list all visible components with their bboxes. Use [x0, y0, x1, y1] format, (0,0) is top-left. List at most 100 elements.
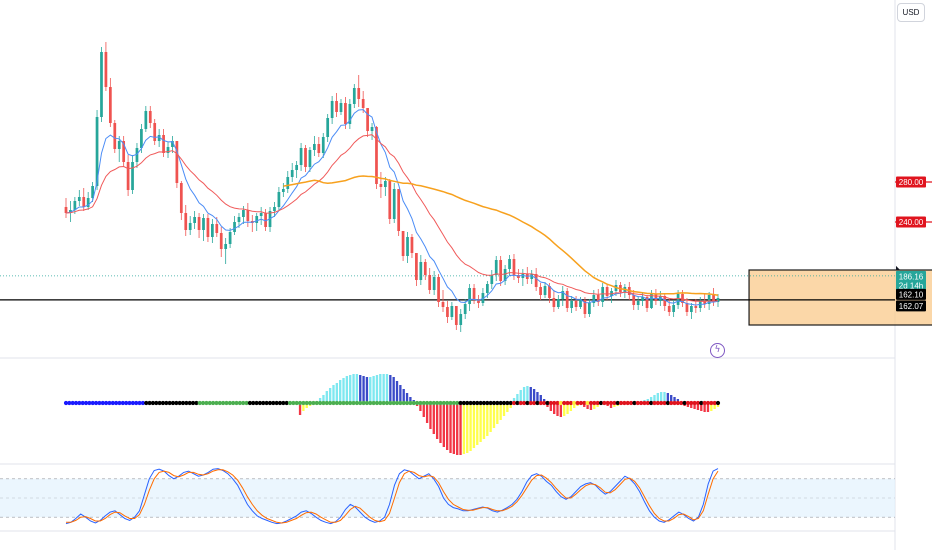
- momentum-bar: [556, 403, 559, 416]
- candle: [344, 103, 347, 124]
- squeeze-dot: [692, 400, 697, 406]
- squeeze-dot: [211, 400, 216, 406]
- momentum-bar: [365, 377, 369, 403]
- candle: [485, 284, 489, 293]
- candle: [703, 301, 707, 304]
- candle: [588, 303, 591, 314]
- squeeze-dot: [361, 400, 366, 406]
- squeeze-dot: [130, 400, 135, 406]
- squeeze-dot: [521, 400, 527, 406]
- candle: [685, 303, 689, 312]
- squeeze-dot: [83, 400, 89, 406]
- candle: [406, 237, 409, 256]
- candle: [255, 216, 259, 223]
- squeeze-dot: [411, 400, 416, 406]
- squeeze-dot: [605, 400, 610, 406]
- momentum-bar: [589, 403, 593, 410]
- candle: [188, 223, 192, 230]
- squeeze-dot: [592, 400, 597, 406]
- momentum-bar: [663, 392, 666, 403]
- squeeze-dot: [501, 400, 507, 406]
- squeeze-dot: [147, 400, 152, 406]
- squeeze-dot: [107, 400, 112, 406]
- candle: [295, 165, 299, 170]
- candle: [171, 141, 174, 147]
- candle: [667, 306, 671, 312]
- candle: [357, 88, 361, 99]
- squeeze-dot: [67, 400, 72, 406]
- price-label-bg: [896, 270, 926, 291]
- squeeze-dot: [140, 400, 146, 406]
- squeeze-dot: [190, 400, 196, 406]
- momentum-bar: [339, 380, 342, 403]
- candle: [650, 294, 653, 308]
- squeeze-dot: [110, 400, 115, 406]
- candle: [86, 198, 90, 207]
- momentum-bar: [502, 403, 506, 416]
- candle: [583, 300, 587, 314]
- squeeze-dot: [291, 400, 296, 406]
- squeeze-dot: [104, 400, 109, 406]
- squeeze-dot: [234, 400, 239, 406]
- candle: [219, 233, 223, 249]
- momentum-bar: [359, 375, 362, 403]
- candle: [423, 262, 427, 275]
- candle: [672, 305, 676, 312]
- squeeze-dot: [552, 400, 557, 406]
- candle: [321, 137, 325, 153]
- momentum-bar: [516, 394, 519, 403]
- squeeze-dot: [328, 400, 333, 406]
- squeeze-dot: [267, 400, 273, 406]
- squeeze-dot: [277, 400, 283, 406]
- squeeze-dot: [435, 400, 440, 406]
- squeeze-dot: [602, 400, 607, 406]
- momentum-bar: [512, 398, 516, 403]
- squeeze-dot: [495, 400, 500, 406]
- momentum-bar: [706, 403, 710, 412]
- candle: [348, 104, 352, 124]
- candle: [437, 277, 440, 302]
- candle: [122, 141, 126, 162]
- squeeze-dot: [304, 400, 309, 406]
- squeeze-dot: [408, 400, 413, 406]
- lightning-icon[interactable]: ϟ: [710, 343, 725, 358]
- price-label: 186.16: [899, 272, 924, 281]
- candle: [592, 295, 596, 303]
- momentum-bar: [322, 395, 325, 403]
- candle: [561, 291, 565, 299]
- candle: [712, 295, 715, 302]
- momentum-bar: [446, 403, 449, 450]
- candle: [556, 299, 560, 307]
- currency-label[interactable]: USD: [897, 3, 925, 22]
- candle: [663, 296, 667, 306]
- squeeze-dot: [465, 400, 470, 406]
- momentum-bar: [479, 403, 482, 442]
- squeeze-dot: [221, 400, 226, 406]
- squeeze-dot: [204, 400, 209, 406]
- candle: [82, 197, 86, 207]
- candle: [512, 259, 516, 275]
- squeeze-dot: [247, 400, 252, 406]
- price-label-bg: [896, 176, 926, 188]
- squeeze-dot: [612, 400, 617, 406]
- squeeze-dot: [391, 400, 396, 406]
- candle: [428, 275, 432, 290]
- momentum-bar: [549, 403, 552, 411]
- squeeze-dot: [180, 400, 186, 406]
- candle: [153, 123, 157, 141]
- candle: [104, 52, 108, 87]
- momentum-bar: [372, 376, 375, 403]
- momentum-bar: [328, 388, 332, 403]
- momentum-bar: [419, 403, 422, 411]
- momentum-bar: [379, 374, 382, 403]
- momentum-bar: [559, 403, 563, 417]
- candle: [383, 181, 387, 187]
- squeeze-dot: [588, 400, 594, 406]
- squeeze-dot: [378, 400, 383, 406]
- squeeze-dot: [669, 400, 674, 406]
- squeeze-dot: [568, 400, 573, 406]
- momentum-bar: [509, 403, 512, 408]
- stoch-k-line: [65, 468, 719, 525]
- squeeze-dot: [154, 400, 159, 406]
- squeeze-dot: [709, 400, 714, 406]
